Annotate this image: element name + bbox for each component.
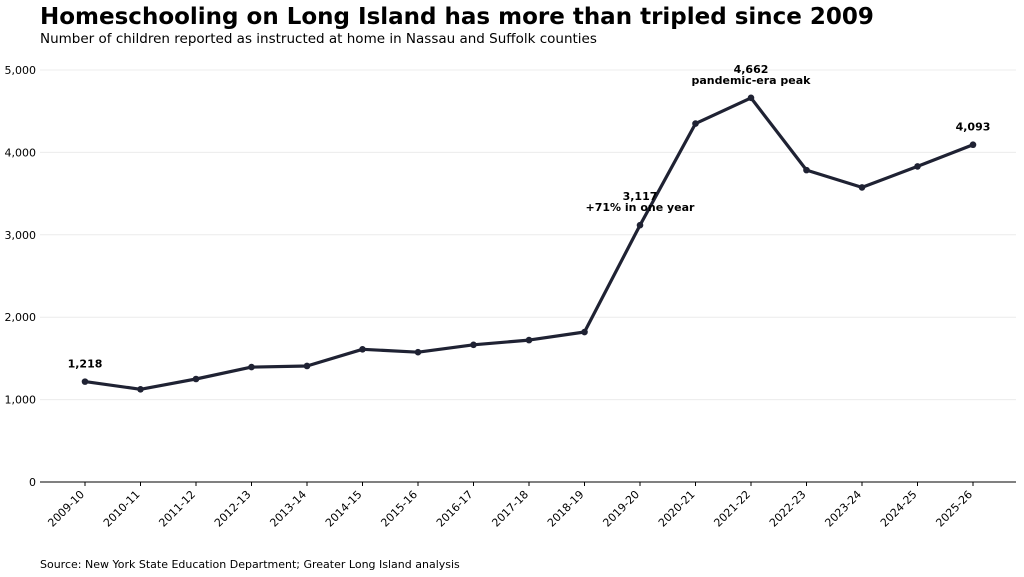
data-point <box>137 386 144 393</box>
data-point <box>858 184 866 191</box>
data-point <box>636 221 644 229</box>
x-tick-label: 2016-17 <box>434 488 476 530</box>
annotation-label: pandemic-era peak <box>692 74 812 87</box>
data-point <box>581 328 588 336</box>
x-tick-label: 2021-22 <box>711 488 753 530</box>
x-tick-label: 2025-26 <box>933 488 975 530</box>
series-layer <box>81 94 977 393</box>
annotation-label: 3,117 <box>623 190 658 203</box>
x-tick-label: 2013-14 <box>267 488 309 530</box>
x-tick-label: 2009-10 <box>45 488 87 530</box>
x-tick-label: 2010-11 <box>101 488 143 530</box>
source-note: Source: New York State Education Departm… <box>40 558 460 571</box>
y-tick-label: 2,000 <box>5 311 37 324</box>
data-point <box>192 375 200 383</box>
y-tick-label: 1,000 <box>5 394 37 407</box>
gridlines <box>40 69 1016 401</box>
series-line <box>83 96 975 391</box>
chart-subtitle: Number of children reported as instructe… <box>40 31 597 47</box>
x-tick-label: 2015-16 <box>378 488 420 530</box>
data-point <box>969 141 977 149</box>
data-point <box>359 346 366 353</box>
x-tick-label: 2017-18 <box>489 488 531 530</box>
data-point <box>747 94 755 102</box>
annotation-label: +71% in one year <box>586 201 696 214</box>
x-tick-label: 2023-24 <box>822 488 864 530</box>
data-point <box>470 341 477 349</box>
y-tick-label: 5,000 <box>5 64 37 77</box>
x-tick-label: 2014-15 <box>323 488 365 530</box>
x-tick-label: 2011-12 <box>156 488 198 530</box>
chart-title: Homeschooling on Long Island has more th… <box>40 4 874 30</box>
data-point <box>692 120 699 127</box>
data-point <box>525 336 533 344</box>
annotation-label: 4,093 <box>956 121 991 134</box>
annotation-label: 4,662 <box>734 63 769 76</box>
x-tick-label: 2012-13 <box>212 488 254 530</box>
y-tick-label: 3,000 <box>5 229 37 242</box>
data-point <box>414 348 422 356</box>
axes: 0 1,000 2,000 3,000 4,000 5,000 2009-10 2010-11… <box>5 64 1016 530</box>
y-tick-label: 4,000 <box>5 146 37 159</box>
x-tick-label: 2020-21 <box>656 488 698 530</box>
data-point <box>803 166 810 174</box>
data-point <box>81 378 89 385</box>
annotations: 1,218 3,117+71% in one year 4,662pandemic-… <box>68 63 991 371</box>
data-point <box>248 363 255 371</box>
x-tick-label: 2018-19 <box>545 488 587 530</box>
x-tick-label: 2019-20 <box>600 488 642 530</box>
x-tick-label: 2024-25 <box>878 488 920 530</box>
x-tick-label: 2022-23 <box>767 488 809 530</box>
data-point <box>914 163 921 170</box>
data-point <box>303 362 311 370</box>
annotation-label: 1,218 <box>68 358 103 371</box>
y-tick-label: 0 <box>29 476 36 489</box>
